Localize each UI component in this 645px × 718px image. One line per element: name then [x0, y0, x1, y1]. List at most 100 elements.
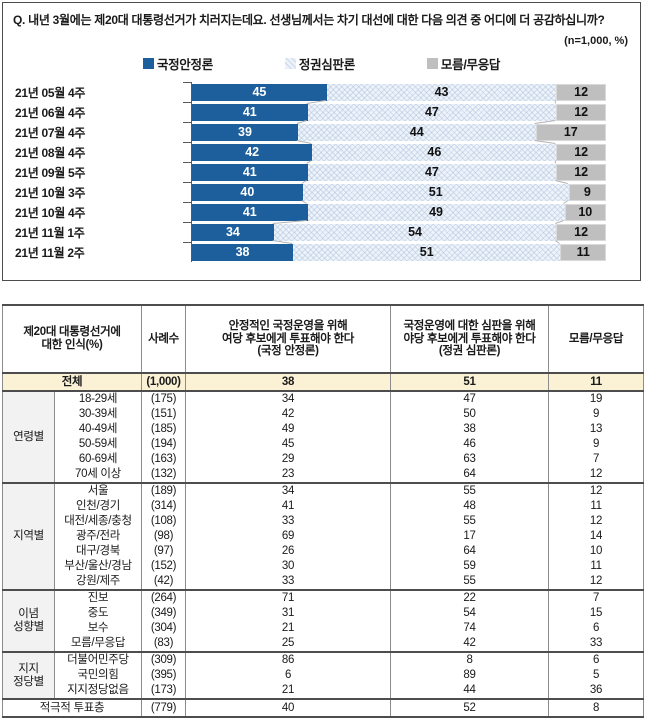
segment-dontknow: 12 [556, 83, 606, 101]
table-row: 60-69세 (163) 29 63 7 [3, 452, 645, 467]
chart-row: 21년 07월 4주 39 44 17 [13, 122, 630, 142]
sample-size: (349) [141, 606, 187, 621]
breakdown-table-wrap: 제20대 대통령선거에 대한 인식(%) 사례수 안정적인 국정운영을 위해 여… [1, 304, 645, 718]
category-label: 진보 [53, 589, 143, 606]
segment-dontknow: 11 [560, 243, 606, 261]
value-dontknow: 5 [548, 668, 645, 683]
bar-track: 42 46 12 [192, 143, 606, 161]
table-row: 50-59세 (194) 45 46 9 [3, 437, 645, 452]
sample-size: (175) [141, 390, 187, 407]
legend-item-stable: 국정안정론 [142, 54, 213, 73]
chart-category-label: 21년 10월 4주 [15, 205, 86, 220]
sample-size: (42) [141, 574, 187, 590]
chart-category-label: 21년 08월 4주 [15, 145, 86, 160]
axis-tick [183, 222, 192, 242]
value-judgment: 22 [390, 589, 550, 606]
header-judgment-option: 국정운영에 대한 심판을 위해 야당 후보에게 투표해야 한다 (정권 심판론) [390, 305, 550, 374]
category-label: 인천/경기 [53, 499, 143, 514]
group-label: 지역별 [2, 482, 55, 590]
axis-tick [183, 182, 192, 202]
table-row: 광주/전라 (98) 69 17 14 [3, 529, 645, 544]
value-judgment: 54 [390, 606, 550, 621]
segment-stable: 38 [192, 243, 294, 261]
value-stable: 25 [185, 636, 392, 652]
question-chart-panel: Q. 내년 3월에는 제20대 대통령선거가 치러지는데요. 선생님께서는 차기… [2, 2, 641, 281]
category-label: 30-39세 [53, 407, 143, 422]
category-label: 모름/무응답 [53, 636, 143, 652]
sample-size: (185) [141, 422, 187, 437]
value-judgment: 64 [390, 544, 550, 559]
value-dontknow: 7 [548, 589, 645, 606]
bar-track: 41 47 12 [192, 163, 606, 181]
sample-size: (779) [141, 698, 187, 717]
table-row: 지역별 서울 (189) 34 55 12 [2, 482, 645, 590]
sample-size: (152) [141, 559, 187, 574]
value-judgment: 89 [390, 668, 550, 683]
value-stable: 38 [185, 373, 392, 392]
segment-stable: 41 [192, 163, 308, 181]
category-label: 18-29세 [53, 390, 143, 407]
axis-tick [183, 102, 192, 122]
sample-size: (173) [141, 683, 187, 699]
value-dontknow: 10 [548, 544, 645, 559]
category-label: 강원/제주 [53, 574, 143, 590]
category-label: 더불어민주당 [53, 651, 143, 668]
sample-size: (304) [141, 621, 187, 636]
segment-stable: 41 [192, 103, 308, 121]
category-label: 대구/경북 [53, 544, 143, 559]
chart-category-label: 21년 09월 5주 [15, 165, 86, 180]
value-dontknow: 7 [548, 452, 645, 467]
category-label: 중도 [53, 606, 143, 621]
sample-size: (132) [141, 467, 187, 483]
sample-size: (309) [141, 651, 187, 668]
survey-question: Q. 내년 3월에는 제20대 대통령선거가 치러지는데요. 선생님께서는 차기… [13, 13, 605, 27]
category-label: 광주/전라 [53, 529, 143, 544]
value-stable: 45 [185, 437, 392, 452]
segment-judgment: 47 [307, 103, 557, 121]
value-stable: 26 [185, 544, 392, 559]
chart-category-label: 21년 10월 3주 [15, 185, 86, 200]
value-stable: 31 [185, 606, 392, 621]
value-judgment: 64 [390, 467, 550, 483]
segment-judgment: 46 [312, 143, 557, 161]
bar-track: 38 51 11 [192, 243, 606, 261]
sample-size: (151) [141, 407, 187, 422]
sample-size: (189) [141, 482, 187, 499]
segment-dontknow: 12 [556, 163, 606, 181]
value-dontknow: 6 [548, 651, 645, 668]
legend-item-dontknow: 모름/무응답 [426, 54, 500, 73]
bar-track: 40 51 9 [192, 183, 606, 201]
value-dontknow: 33 [548, 636, 645, 652]
value-judgment: 55 [390, 482, 550, 499]
table-row: 대전/세종/충청 (108) 33 55 12 [3, 514, 645, 529]
category-label: 대전/세종/충청 [53, 514, 143, 529]
segment-judgment: 51 [302, 183, 569, 201]
footer-label: 적극적 투표층 [1, 698, 143, 717]
table-row: 중도 (349) 31 54 15 [3, 606, 645, 621]
table-row: 강원/제주 (42) 33 55 12 [3, 574, 645, 590]
total-label: 전체 [1, 373, 143, 392]
table-row: 지지 정당별 더불어민주당 (309) 86 8 6 [2, 651, 645, 699]
chart-row: 21년 05월 4주 45 43 12 [13, 82, 630, 102]
value-stable: 42 [185, 407, 392, 422]
bar-track: 41 49 10 [192, 203, 606, 221]
legend-label-judgment: 정권심판론 [298, 58, 355, 72]
value-dontknow: 12 [548, 482, 645, 499]
value-stable: 29 [185, 452, 392, 467]
chart-category-label: 21년 11월 1주 [15, 225, 85, 240]
segment-dontknow: 9 [568, 183, 606, 201]
header-dontknow: 모름/무응답 [548, 305, 645, 374]
value-dontknow: 15 [548, 606, 645, 621]
sample-size: (97) [141, 544, 187, 559]
value-stable: 69 [185, 529, 392, 544]
value-judgment: 50 [390, 407, 550, 422]
chart-row: 21년 11월 1주 34 54 12 [13, 222, 630, 242]
table-row: 연령별 18-29세 (175) 34 47 19 [2, 390, 645, 483]
value-stable: 21 [185, 683, 392, 699]
bar-track: 34 54 12 [192, 223, 606, 241]
value-stable: 40 [185, 698, 392, 717]
breakdown-table: 제20대 대통령선거에 대한 인식(%) 사례수 안정적인 국정운영을 위해 여… [1, 304, 645, 718]
table-row: 모름/무응답 (83) 25 42 33 [3, 636, 645, 652]
value-dontknow: 12 [548, 514, 645, 529]
value-stable: 30 [185, 559, 392, 574]
